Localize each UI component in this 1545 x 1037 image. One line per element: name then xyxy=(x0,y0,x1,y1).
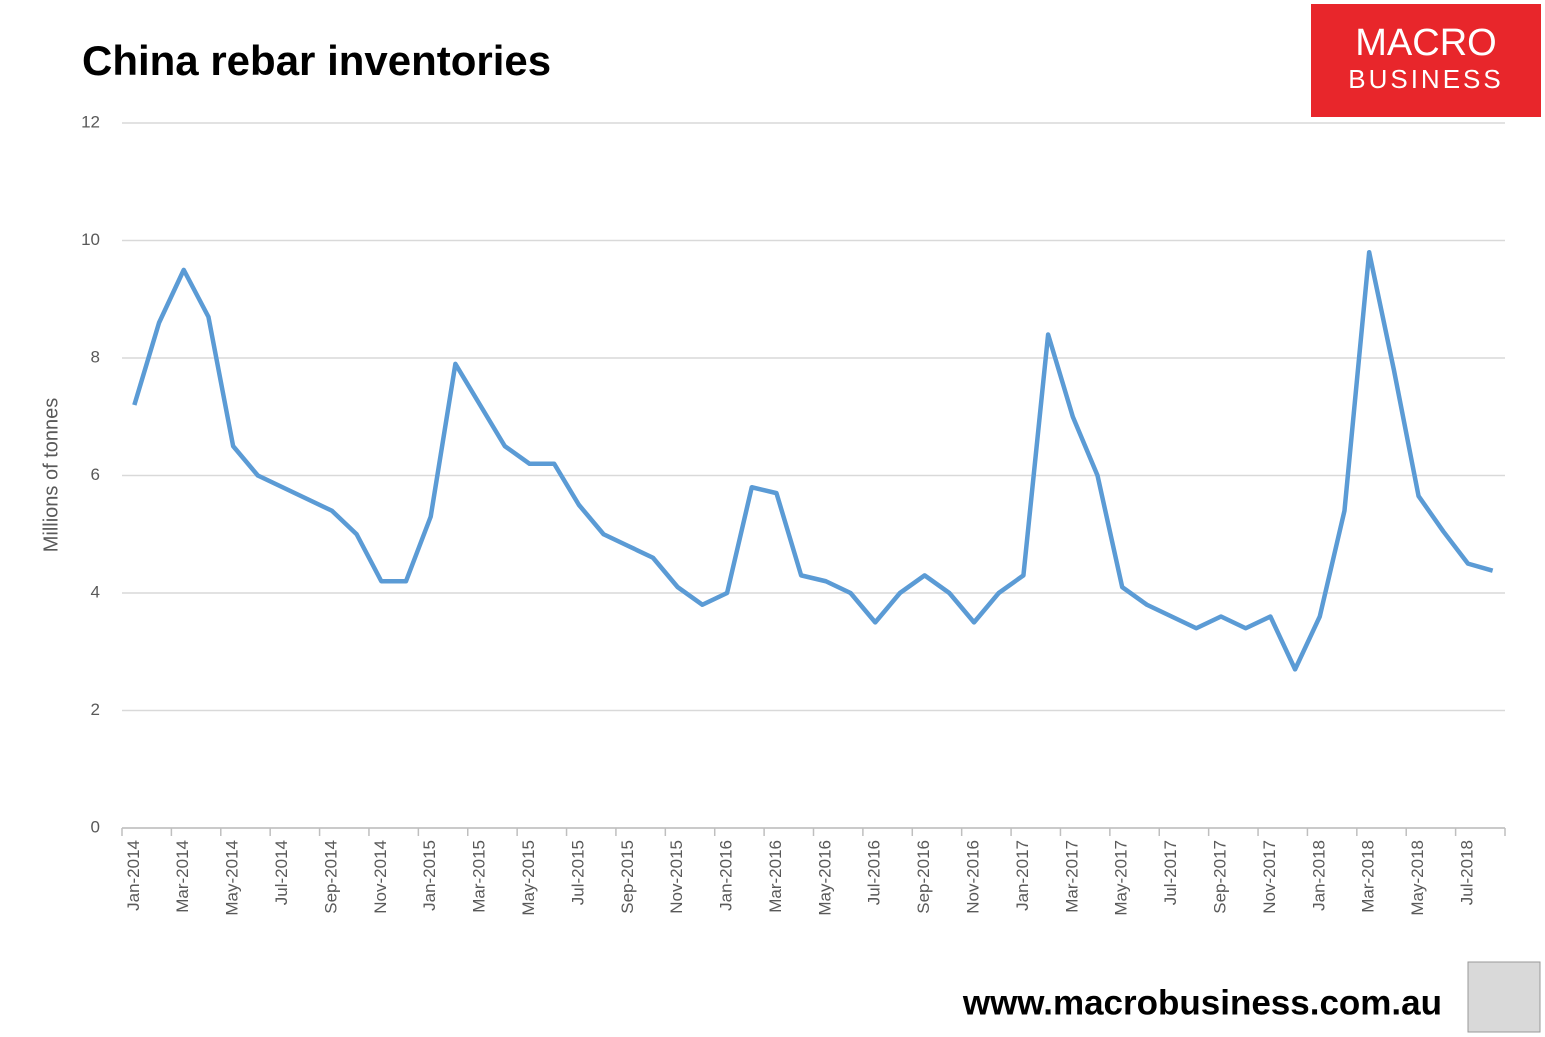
x-tick-label: Jan-2015 xyxy=(420,840,439,911)
y-tick-label: 12 xyxy=(81,112,100,131)
fox-icon xyxy=(1467,961,1541,1033)
x-tick-label: Jan-2014 xyxy=(124,840,143,911)
y-tick-label: 10 xyxy=(81,230,100,249)
x-tick-label: May-2014 xyxy=(223,840,242,916)
x-tick-label: Jul-2014 xyxy=(272,840,291,905)
y-tick-label: 4 xyxy=(91,582,100,601)
x-tick-label: Nov-2014 xyxy=(371,840,390,914)
x-tick-label: May-2015 xyxy=(519,840,538,916)
x-tick-label: Sep-2014 xyxy=(321,840,340,914)
x-tick-label: Jan-2018 xyxy=(1309,840,1328,911)
x-tick-label: Sep-2016 xyxy=(914,840,933,914)
footer-url: www.macrobusiness.com.au xyxy=(962,983,1442,1022)
logo-text: MACRO xyxy=(1355,22,1496,64)
x-tick-label: Nov-2015 xyxy=(667,840,686,914)
x-tick-label: Mar-2017 xyxy=(1062,840,1081,913)
x-tick-label: Jan-2017 xyxy=(1013,840,1032,911)
x-tick-label: Mar-2015 xyxy=(470,840,489,913)
logo-text: BUSINESS xyxy=(1348,64,1504,94)
x-tick-label: Jul-2015 xyxy=(568,840,587,905)
y-tick-label: 2 xyxy=(91,700,100,719)
x-tick-label: Jul-2018 xyxy=(1457,840,1476,905)
y-tick-label: 6 xyxy=(91,465,100,484)
x-tick-label: Mar-2018 xyxy=(1359,840,1378,913)
x-tick-label: Jul-2016 xyxy=(865,840,884,905)
logo-box xyxy=(1311,4,1541,117)
chart-title: China rebar inventories xyxy=(82,37,551,84)
x-tick-label: May-2018 xyxy=(1408,840,1427,916)
y-tick-label: 0 xyxy=(91,817,100,836)
x-tick-label: Nov-2016 xyxy=(964,840,983,914)
y-axis-label: Millions of tonnes xyxy=(40,398,62,553)
data-line xyxy=(132,250,1494,672)
x-tick-label: Jan-2016 xyxy=(717,840,736,911)
x-tick-label: Mar-2014 xyxy=(173,840,192,913)
x-tick-label: Sep-2015 xyxy=(618,840,637,914)
x-tick-label: May-2016 xyxy=(815,840,834,916)
x-tick-label: Jul-2017 xyxy=(1161,840,1180,905)
y-tick-label: 8 xyxy=(91,347,100,366)
x-tick-label: Mar-2016 xyxy=(766,840,785,913)
x-tick-label: Sep-2017 xyxy=(1210,840,1229,914)
x-tick-label: May-2017 xyxy=(1112,840,1131,916)
x-tick-label: Nov-2017 xyxy=(1260,840,1279,914)
